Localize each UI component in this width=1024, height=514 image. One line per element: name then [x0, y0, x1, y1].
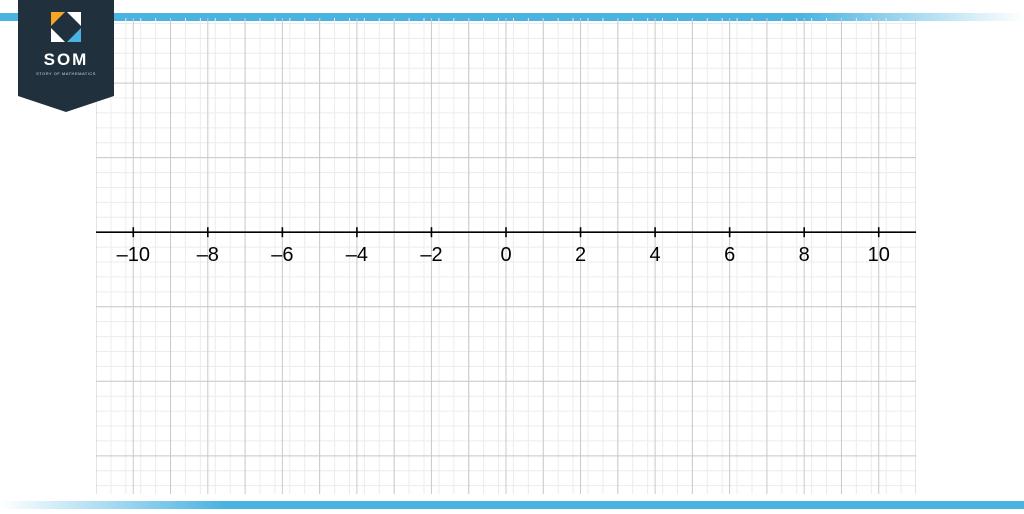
number-line-grid: –10 –8 –6 –4 –2 0 2 4 6 8 10: [96, 18, 916, 494]
axis-tick-label: –2: [420, 244, 442, 267]
axis-tick-label: –6: [271, 244, 293, 267]
axis-tick-label: 4: [650, 244, 661, 267]
axis-tick-label: 10: [868, 244, 890, 267]
top-accent-bar: [0, 8, 1024, 16]
logo-icon: [49, 10, 83, 44]
axis-tick-label: –10: [117, 244, 150, 267]
axis-tick-label: 0: [500, 244, 511, 267]
axis-tick-label: 8: [799, 244, 810, 267]
brand-logo: SOM STORY OF MATHEMATICS: [18, 0, 114, 108]
logo-text: SOM: [44, 50, 89, 70]
axis-tick-label: 6: [724, 244, 735, 267]
axis-tick-label: –4: [346, 244, 368, 267]
logo-shield: SOM STORY OF MATHEMATICS: [18, 0, 114, 96]
logo-tagline: STORY OF MATHEMATICS: [36, 71, 96, 76]
axis-tick-label: –8: [197, 244, 219, 267]
bottom-bar-svg: [0, 501, 1024, 509]
axis-tick-label: 2: [575, 244, 586, 267]
